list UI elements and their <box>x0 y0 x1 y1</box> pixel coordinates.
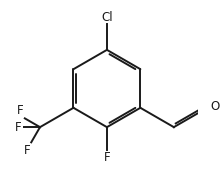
Text: F: F <box>24 144 30 157</box>
Text: Cl: Cl <box>101 10 113 24</box>
Text: F: F <box>14 121 21 134</box>
Text: O: O <box>211 99 220 113</box>
Text: F: F <box>104 151 110 164</box>
Text: F: F <box>17 104 23 118</box>
